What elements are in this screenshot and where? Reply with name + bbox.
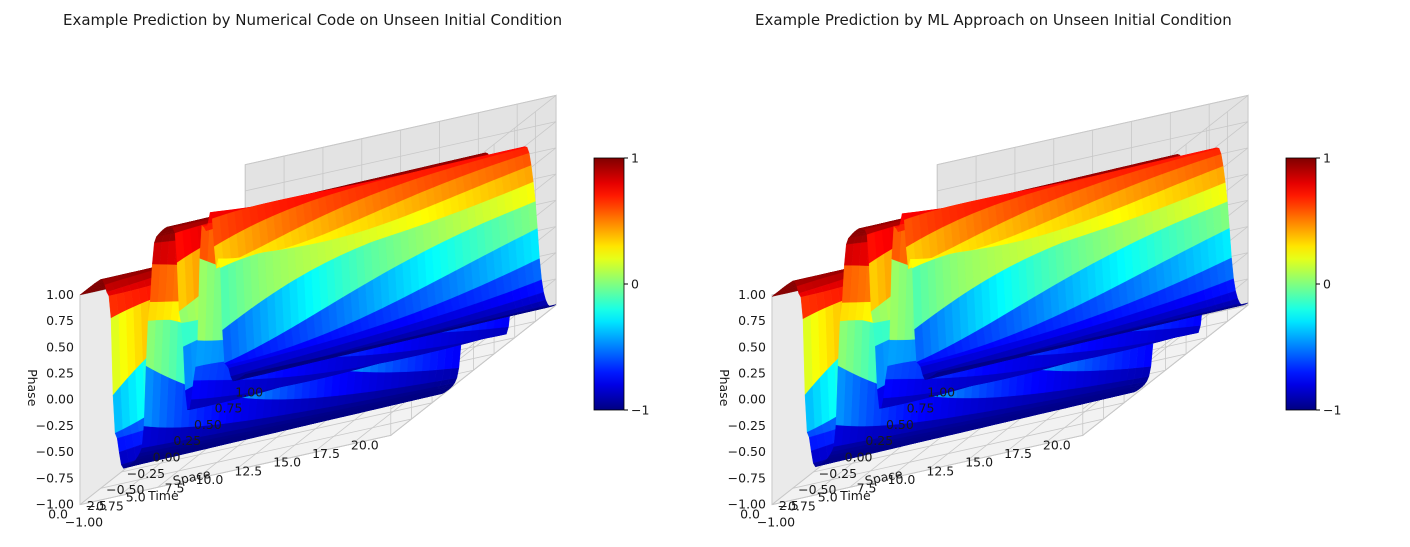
x-tick-label: 0.50 — [194, 417, 222, 432]
z-tick-label: −0.75 — [36, 470, 74, 485]
x-tick-label: 1.00 — [235, 384, 263, 399]
y-tick-label: 12.5 — [234, 463, 262, 478]
z-tick-label: −0.50 — [36, 444, 74, 459]
colorbar-tick-label: −1 — [631, 403, 649, 418]
x-tick-label: 0.25 — [173, 433, 201, 448]
y-axis-label: Time — [147, 488, 179, 503]
colorbar — [593, 157, 625, 411]
x-tick-label: −0.50 — [106, 482, 144, 497]
x-tick-label: −1.00 — [65, 515, 103, 530]
z-tick-label: 0.75 — [46, 313, 74, 328]
colorbar-tick-label: 0 — [631, 277, 639, 292]
z-tick-label: 0.25 — [46, 366, 74, 381]
z-tick-label: 0.50 — [46, 339, 74, 354]
y-tick-label: 17.5 — [312, 446, 340, 461]
z-tick-label: 1.00 — [46, 287, 74, 302]
x-tick-label: −0.75 — [85, 498, 123, 513]
z-tick-label: −0.25 — [36, 418, 74, 433]
surface-plot-numerical: −1.00−0.75−0.50−0.250.000.250.500.751.00… — [25, 94, 649, 530]
left-chart-panel: Example Prediction by Numerical Code on … — [25, 11, 649, 530]
right-chart-panel: Example Prediction by ML Approach on Uns… — [692, 0, 1397, 547]
y-tick-label: 20.0 — [351, 437, 379, 452]
x-tick-label: −0.25 — [127, 466, 165, 481]
x-tick-label: 0.00 — [153, 449, 181, 464]
z-tick-label: 0.00 — [46, 392, 74, 407]
grid-line — [390, 95, 557, 436]
colorbar-tick-label: 1 — [631, 151, 639, 166]
surface-plot-ml: −1.00−0.75−0.50−0.250.000.250.500.751.00… — [717, 94, 1341, 530]
y-tick-label: 15.0 — [273, 455, 301, 470]
z-axis-label: Phase — [25, 369, 40, 407]
chart-title: Example Prediction by Numerical Code on … — [63, 11, 563, 29]
x-tick-label: 0.75 — [215, 401, 243, 416]
